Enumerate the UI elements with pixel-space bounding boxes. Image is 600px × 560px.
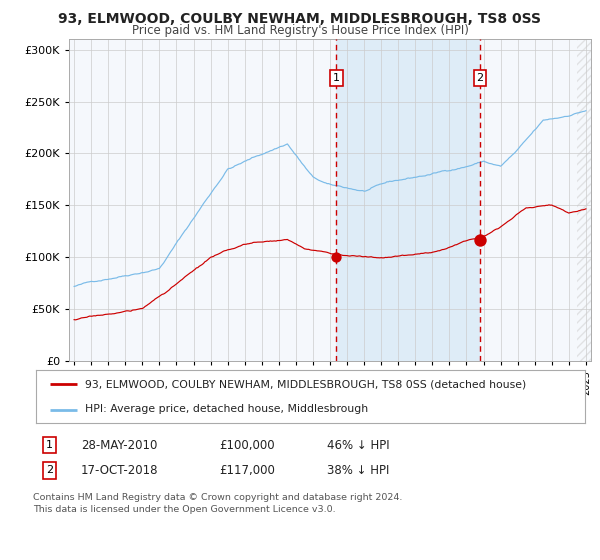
Point bbox=[332, 253, 341, 262]
Text: 1: 1 bbox=[46, 440, 53, 450]
Text: 2: 2 bbox=[476, 73, 484, 83]
Text: £117,000: £117,000 bbox=[219, 464, 275, 477]
Text: 17-OCT-2018: 17-OCT-2018 bbox=[81, 464, 158, 477]
Text: 2: 2 bbox=[46, 465, 53, 475]
Text: 28-MAY-2010: 28-MAY-2010 bbox=[81, 438, 157, 452]
Text: 38% ↓ HPI: 38% ↓ HPI bbox=[327, 464, 389, 477]
Bar bbox=[337, 39, 480, 361]
Bar bbox=[577, 39, 591, 361]
Text: £100,000: £100,000 bbox=[219, 438, 275, 452]
Text: Contains HM Land Registry data © Crown copyright and database right 2024.
This d: Contains HM Land Registry data © Crown c… bbox=[33, 493, 403, 514]
Text: HPI: Average price, detached house, Middlesbrough: HPI: Average price, detached house, Midd… bbox=[85, 404, 368, 414]
Text: 1: 1 bbox=[333, 73, 340, 83]
Text: 93, ELMWOOD, COULBY NEWHAM, MIDDLESBROUGH, TS8 0SS: 93, ELMWOOD, COULBY NEWHAM, MIDDLESBROUG… bbox=[59, 12, 542, 26]
Text: 46% ↓ HPI: 46% ↓ HPI bbox=[327, 438, 389, 452]
Text: Price paid vs. HM Land Registry's House Price Index (HPI): Price paid vs. HM Land Registry's House … bbox=[131, 24, 469, 36]
Bar bbox=[577, 39, 591, 361]
Text: 93, ELMWOOD, COULBY NEWHAM, MIDDLESBROUGH, TS8 0SS (detached house): 93, ELMWOOD, COULBY NEWHAM, MIDDLESBROUG… bbox=[85, 380, 527, 390]
Point bbox=[475, 235, 485, 244]
